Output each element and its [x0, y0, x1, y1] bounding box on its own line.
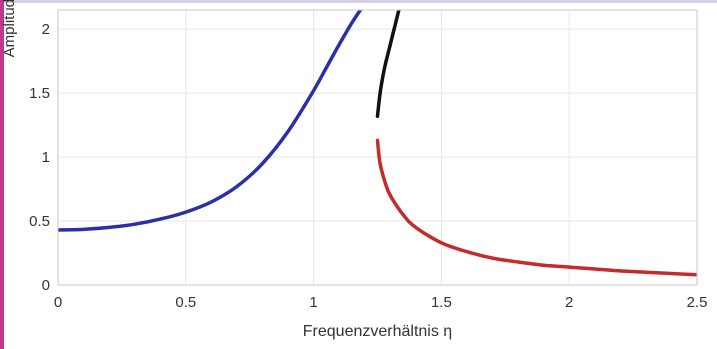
- plot-border: [57, 9, 698, 286]
- y-tick-label: 0.5: [29, 213, 50, 230]
- y-tick-label: 1: [42, 149, 50, 166]
- y-tick-labels: 0 0.5 1 1.5 2: [29, 21, 50, 294]
- y-tick-label: 1.5: [29, 85, 50, 102]
- x-tick-label: 1.5: [431, 294, 452, 311]
- y-tick-label: 0: [42, 277, 50, 294]
- series-group: [58, 10, 697, 277]
- y-tick-label: 2: [42, 21, 50, 38]
- series-line-blue: [58, 10, 363, 232]
- series-line-red: [375, 138, 697, 277]
- left-frame-strip: [0, 0, 4, 349]
- x-tick-label: 0: [54, 294, 62, 311]
- series-line-black: [375, 10, 401, 118]
- y-axis-label: Amplitude: [1, 0, 18, 57]
- x-tick-label: 2: [565, 294, 573, 311]
- x-tick-labels: 0 0.5 1 1.5 2 2.5: [54, 294, 708, 311]
- top-frame-strip: [0, 0, 717, 3]
- x-tick-label: 2.5: [687, 294, 708, 311]
- x-tick-label: 1: [309, 294, 317, 311]
- x-tick-label: 0.5: [175, 294, 196, 311]
- x-axis-label: Frequenzverhältnis η: [303, 323, 452, 340]
